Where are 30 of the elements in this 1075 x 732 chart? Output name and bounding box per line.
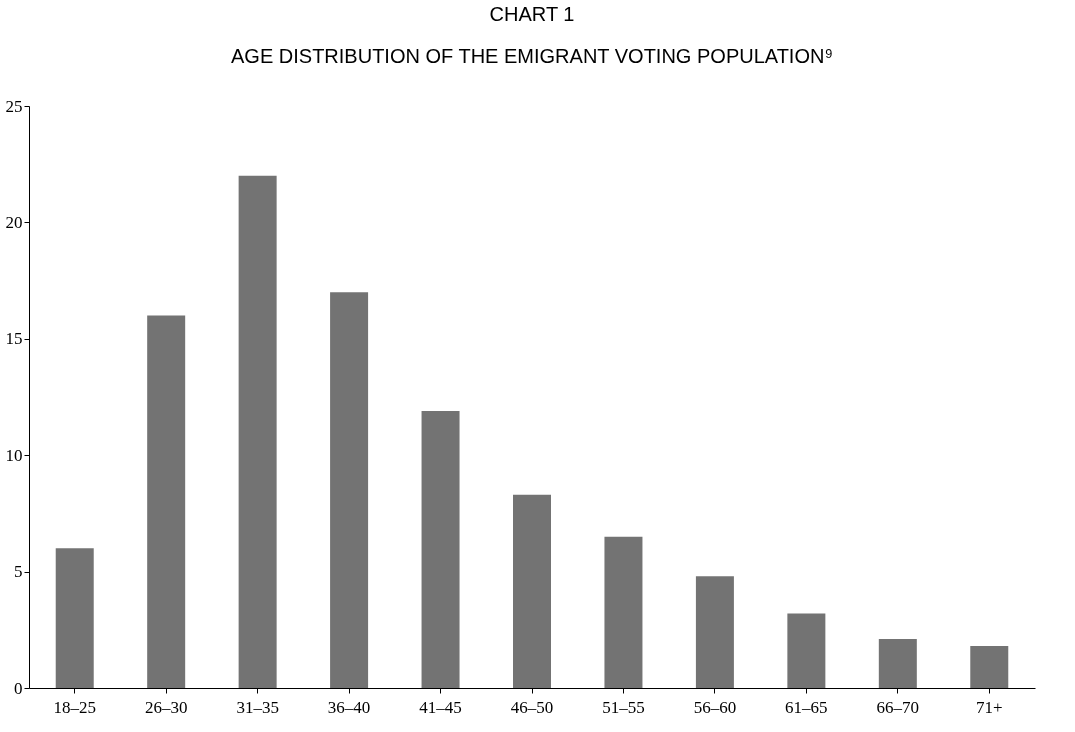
x-tick-label: 71+ (975, 697, 1003, 717)
x-tick-label: 66–70 (876, 697, 920, 717)
bar (695, 576, 734, 688)
bar (330, 292, 369, 688)
y-tick-label: 25 (5, 96, 23, 116)
x-tick-label: 46–50 (510, 697, 554, 717)
x-tick-label: 56–60 (693, 697, 737, 717)
x-tick-label: 41–45 (419, 697, 462, 717)
x-tick-label: 36–40 (327, 697, 371, 717)
chart-subtitle: AGE DISTRIBUTION OF THE EMIGRANT VOTING POPULATION⁹ (231, 45, 833, 67)
bar (421, 410, 460, 688)
bar (147, 315, 186, 688)
x-tick-label: 26–30 (144, 697, 188, 717)
x-tick-label: 61–65 (785, 697, 828, 717)
bar (787, 613, 826, 688)
y-tick-label: 0 (14, 678, 23, 698)
y-tick-label: 5 (14, 562, 23, 582)
y-tick-label: 20 (5, 212, 23, 232)
x-tick-label: 18–25 (53, 697, 96, 717)
chart-title: CHART 1 (489, 3, 575, 25)
bar (55, 548, 94, 688)
bar (604, 536, 643, 688)
bar (238, 175, 277, 688)
y-tick-label: 10 (5, 445, 23, 465)
bar (878, 639, 917, 688)
bar (970, 646, 1009, 688)
x-tick-label: 31–35 (236, 697, 279, 717)
y-tick-label: 15 (5, 329, 23, 349)
x-tick-label: 51–55 (602, 697, 645, 717)
bar (513, 494, 551, 688)
